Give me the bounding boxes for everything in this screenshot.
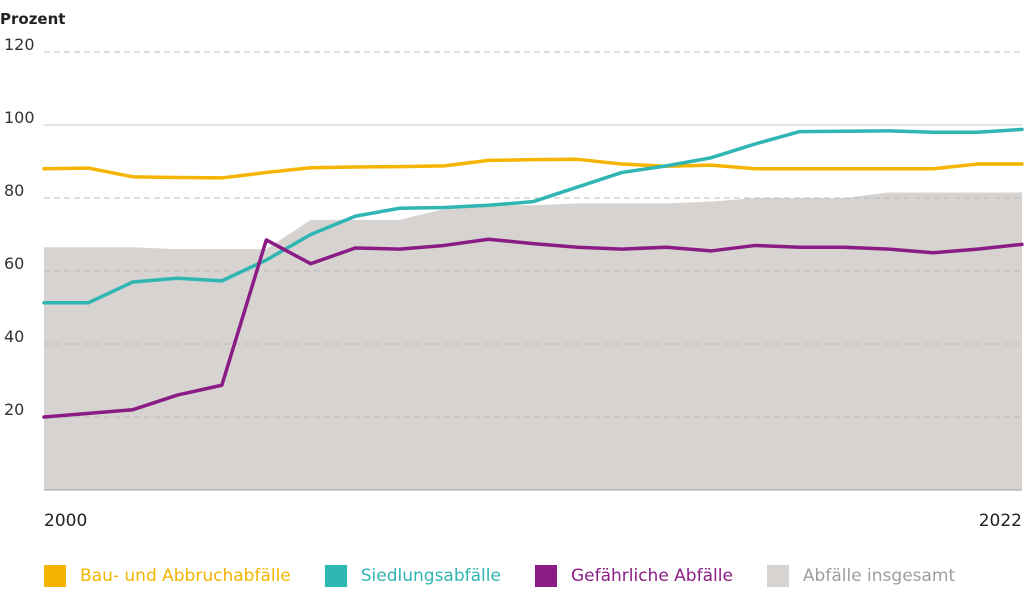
legend-swatch (766, 565, 789, 587)
y-tick-label: 100 (4, 108, 35, 127)
legend-item: Bau- und Abbruchabfälle (44, 565, 291, 587)
legend-swatch (324, 565, 347, 587)
series-line-0 (42, 157, 1024, 180)
legend-item: Gefährliche Abfälle (534, 565, 733, 587)
legend-label: Abfälle insgesamt (802, 566, 956, 586)
y-tick-label: 20 (4, 400, 24, 419)
x-tick-label: 2000 (44, 511, 87, 531)
legend-swatch (534, 565, 557, 587)
legend-item: Siedlungsabfälle (324, 565, 501, 587)
legend-swatch (44, 565, 66, 587)
y-tick-label: 80 (4, 181, 24, 200)
x-tick-label: 2022 (979, 511, 1022, 531)
series-line-2 (42, 237, 1024, 419)
legend: Bau- und Abbruchabfälle Siedlungsabfälle G… (44, 565, 989, 587)
legend-label: Gefährliche Abfälle (570, 566, 733, 586)
chart-plot: 20 40 60 80 100 120 Prozent 2000 2022 (0, 10, 1024, 531)
y-tick-label: 120 (4, 35, 35, 54)
y-axis-title: Prozent (0, 10, 65, 28)
legend-item: Abfälle insgesamt (766, 565, 956, 587)
legend-label: Bau- und Abbruchabfälle (80, 566, 291, 586)
y-tick-label: 40 (4, 327, 24, 346)
legend-label: Siedlungsabfälle (360, 566, 501, 586)
series-area-3 (44, 192, 1022, 490)
y-tick-label: 60 (4, 254, 24, 273)
series-line-1 (42, 127, 1024, 305)
